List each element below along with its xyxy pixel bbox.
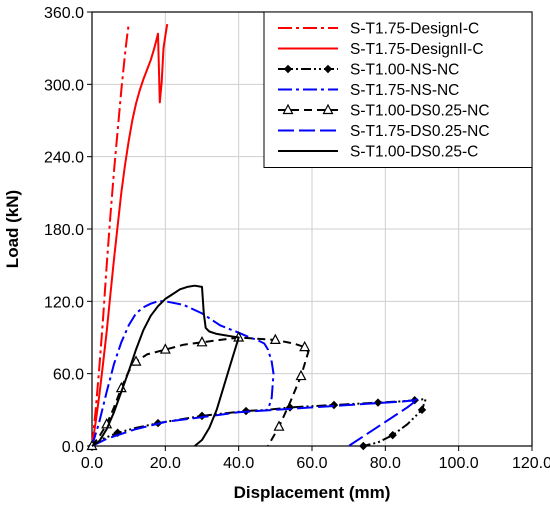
data-point-marker — [388, 430, 397, 440]
legend-item: S-T1.75-DesignI-C — [278, 21, 479, 38]
legend-label: S-T1.75-NS-NC — [350, 82, 459, 99]
legend-item: S-T1.00-NS-NC — [278, 62, 459, 79]
series-3 — [87, 395, 427, 451]
legend-label: S-T1.75-DesignII-C — [350, 41, 484, 58]
series-4 — [91, 300, 275, 447]
series-line — [91, 398, 420, 447]
data-point-marker — [323, 64, 333, 74]
legend-item: S-T1.75-DS0.25-NC — [278, 123, 490, 140]
series-layer — [86, 23, 427, 451]
legend-label: S-T1.00-NS-NC — [350, 62, 459, 79]
y-axis-ticks: 0.0 60.0 120.0 180.0 240.0 300.0 360.0 — [44, 5, 92, 456]
series-6 — [91, 398, 420, 447]
series-line — [91, 23, 169, 447]
data-point-marker — [282, 103, 294, 115]
legend-item: S-T1.00-DS0.25-NC — [278, 103, 490, 120]
y-tick-label: 120.0 — [44, 294, 84, 311]
series-line — [91, 23, 130, 447]
x-tick-label: 100.0 — [439, 455, 479, 472]
series-line — [91, 284, 240, 447]
data-point-marker — [295, 369, 307, 381]
legend-item: S-T1.75-DesignII-C — [278, 41, 484, 58]
series-5 — [86, 331, 311, 451]
x-tick-label: 80.0 — [370, 455, 401, 472]
series-1 — [91, 23, 130, 447]
legend-label: S-T1.75-DesignI-C — [350, 21, 479, 38]
legend: S-T1.75-DesignI-C S-T1.75-DesignII-C S-T1.… — [263, 11, 533, 168]
y-axis-title: Load (kN) — [3, 190, 22, 268]
data-point-marker — [299, 340, 311, 352]
legend-label: S-T1.00-DS0.25-NC — [350, 103, 490, 120]
x-axis-title: Displacement (mm) — [234, 483, 391, 502]
data-point-marker — [159, 343, 171, 354]
series-2 — [91, 23, 169, 447]
legend-label: S-T1.00-DS0.25-C — [350, 144, 478, 161]
legend-label: S-T1.75-DS0.25-NC — [350, 123, 490, 140]
series-7 — [91, 284, 240, 447]
data-point-marker — [196, 336, 208, 347]
data-point-marker — [322, 103, 334, 115]
data-point-marker — [269, 333, 281, 345]
x-axis-ticks: 0.0 20.0 40.0 60.0 80.0 100.0 120.0 — [81, 446, 550, 472]
x-tick-label: 40.0 — [223, 455, 254, 472]
x-tick-label: 20.0 — [150, 455, 181, 472]
y-tick-label: 360.0 — [44, 5, 84, 22]
legend-item: S-T1.75-NS-NC — [278, 82, 459, 99]
series-line — [91, 398, 427, 447]
y-tick-label: 300.0 — [44, 77, 84, 94]
y-tick-label: 240.0 — [44, 150, 84, 167]
y-tick-label: 180.0 — [44, 222, 84, 239]
x-tick-label: 60.0 — [296, 455, 327, 472]
series-line — [91, 336, 310, 447]
x-tick-label: 120.0 — [512, 455, 550, 472]
data-point-marker — [130, 355, 142, 366]
data-point-marker — [417, 405, 427, 415]
data-point-marker — [113, 428, 122, 437]
y-tick-label: 0.0 — [62, 439, 84, 456]
data-point-marker — [373, 398, 383, 407]
y-tick-label: 60.0 — [53, 367, 84, 384]
data-point-marker — [329, 400, 339, 410]
series-line — [91, 300, 275, 447]
data-point-marker — [283, 64, 293, 74]
x-tick-label: 0.0 — [81, 455, 103, 472]
data-point-marker — [359, 441, 368, 451]
data-point-marker — [273, 420, 285, 431]
legend-item: S-T1.00-DS0.25-C — [278, 144, 478, 161]
